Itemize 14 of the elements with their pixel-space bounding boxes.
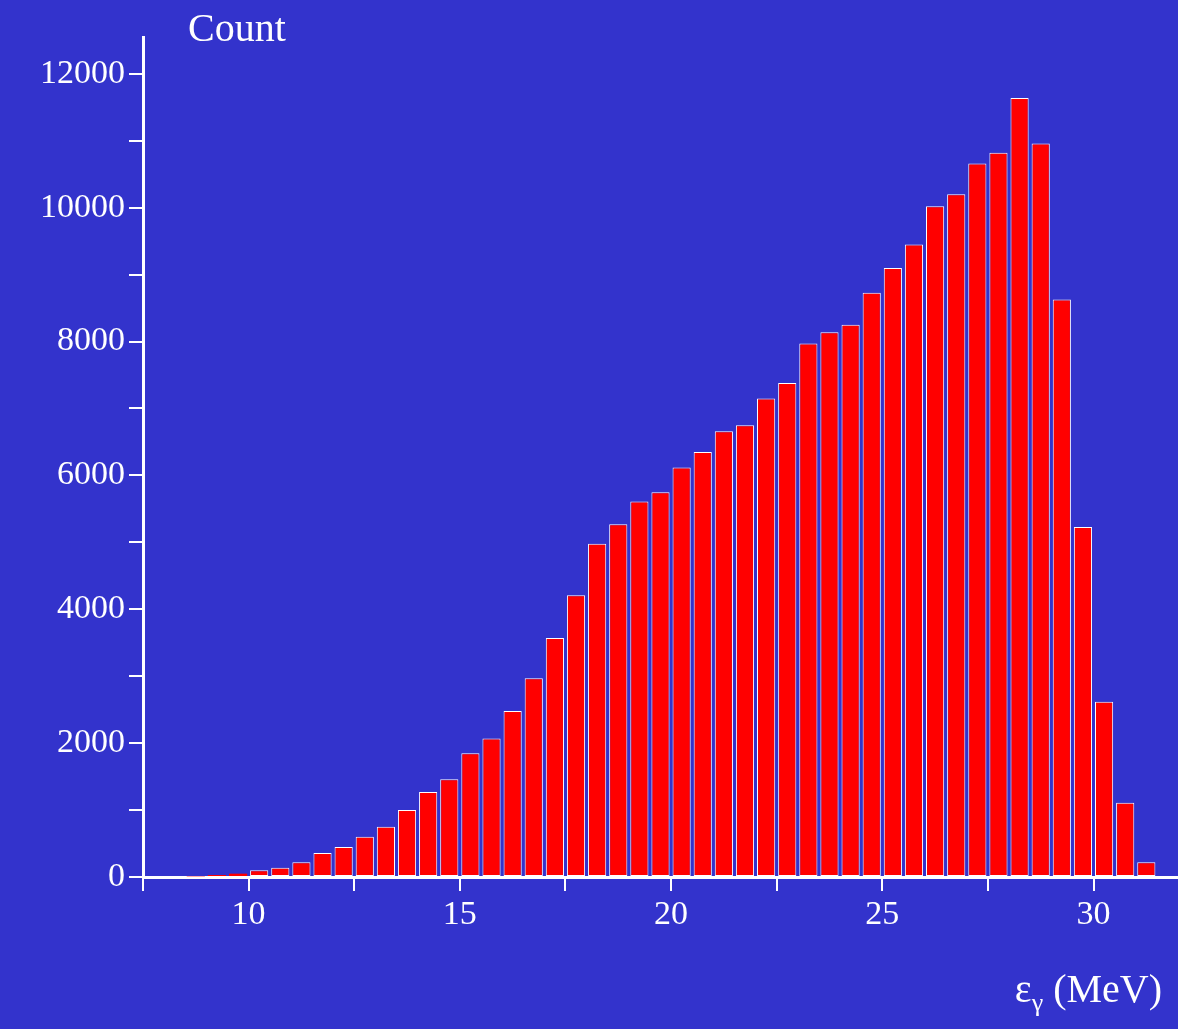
x-tick-label: 30 [1076, 894, 1111, 932]
y-tick-label: 0 [108, 855, 125, 893]
x-axis-title: ε$_{γ}$ (MeV) [1014, 965, 1162, 1018]
x-tick-label: 15 [442, 894, 477, 932]
y-tick-label: 6000 [57, 454, 125, 492]
y-tick-label: 10000 [40, 186, 125, 224]
y-tick-label: 2000 [57, 722, 125, 760]
y-axis-title: Count [188, 4, 286, 51]
y-tick-label: 8000 [57, 320, 125, 358]
y-tick-label: 4000 [57, 588, 125, 626]
y-tick-label: 12000 [40, 52, 125, 90]
x-tick-label: 20 [654, 894, 689, 932]
x-tick-label: 25 [865, 894, 900, 932]
x-tick-label: 10 [231, 894, 266, 932]
